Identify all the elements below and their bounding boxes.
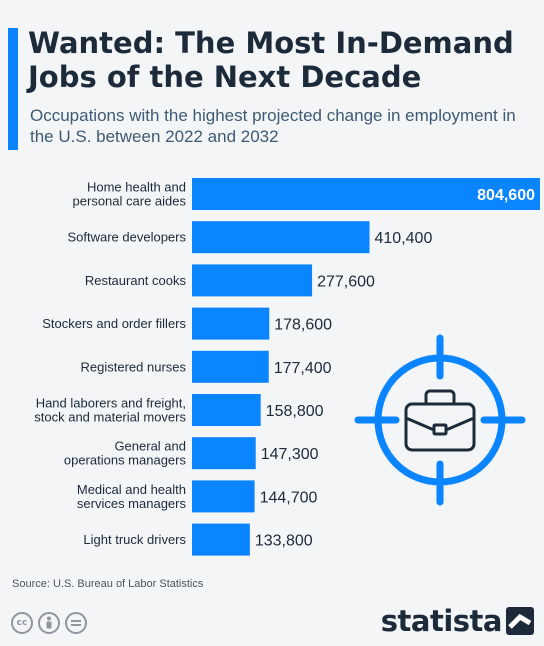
category-label: Light truck drivers — [83, 532, 186, 547]
category-label-line: Hand laborers and freight, — [36, 396, 186, 411]
bar — [192, 221, 370, 254]
bar — [192, 178, 540, 210]
cc-icon[interactable]: cc — [11, 612, 33, 634]
category-label-line: Stockers and order fillers — [42, 316, 186, 331]
category-label-line: services managers — [77, 496, 187, 511]
category-label-line: Software developers — [67, 230, 186, 245]
chart-title: Wanted: The Most In-Demand Jobs of the N… — [28, 26, 514, 94]
title-accent-bar — [8, 28, 18, 150]
category-label-line: Medical and health — [77, 482, 186, 497]
category-label-line: Home health and — [87, 180, 186, 195]
statista-mark-icon — [506, 607, 534, 635]
category-label: Registered nurses — [81, 359, 187, 374]
bar — [192, 350, 269, 383]
bar-value-label: 410,400 — [375, 230, 433, 247]
bar — [192, 523, 250, 556]
category-label-line: Registered nurses — [81, 359, 187, 374]
bar-chart: 804,600 Home health and personal care aide… — [34, 178, 540, 556]
category-label: Medical and health services managers — [77, 482, 187, 511]
bar — [192, 437, 256, 470]
briefcase-target-icon — [354, 334, 526, 506]
bar — [192, 264, 313, 297]
category-label-line: personal care aides — [73, 194, 187, 209]
bar-value-label: 158,800 — [266, 403, 324, 420]
category-label: Home health and personal care aides — [73, 180, 187, 209]
category-label-line: Light truck drivers — [83, 532, 186, 547]
category-label-line: General and — [114, 439, 186, 454]
statista-logo[interactable]: statista — [381, 604, 534, 638]
category-label-line: stock and material movers — [34, 410, 186, 425]
no-derivatives-icon[interactable] — [65, 612, 87, 634]
bar-value-label: 133,800 — [255, 533, 313, 550]
bar-value-label: 177,400 — [274, 360, 332, 377]
bar — [192, 394, 261, 426]
attribution-icon[interactable] — [38, 612, 60, 634]
category-label: Software developers — [67, 230, 186, 245]
chart-subtitle: Occupations with the highest projected c… — [30, 106, 516, 146]
category-label: General and operations managers — [64, 439, 187, 468]
category-label: Hand laborers and freight, stock and mate… — [34, 396, 186, 425]
bar-value-label: 804,600 — [477, 187, 535, 204]
category-label-line: operations managers — [64, 453, 187, 468]
bar-value-label: 277,600 — [317, 273, 375, 290]
bar — [192, 307, 270, 340]
license-icons: cc — [11, 612, 87, 634]
bar — [192, 480, 255, 513]
bar-value-label: 178,600 — [274, 317, 332, 334]
category-label-line: Restaurant cooks — [85, 273, 187, 288]
category-label: Stockers and order fillers — [42, 316, 186, 331]
source-note: Source: U.S. Bureau of Labor Statistics — [12, 578, 204, 590]
logo-text: statista — [380, 604, 503, 638]
bar-value-label: 147,300 — [261, 446, 319, 463]
category-label: Restaurant cooks — [85, 273, 187, 288]
bar-value-label: 144,700 — [260, 489, 318, 506]
